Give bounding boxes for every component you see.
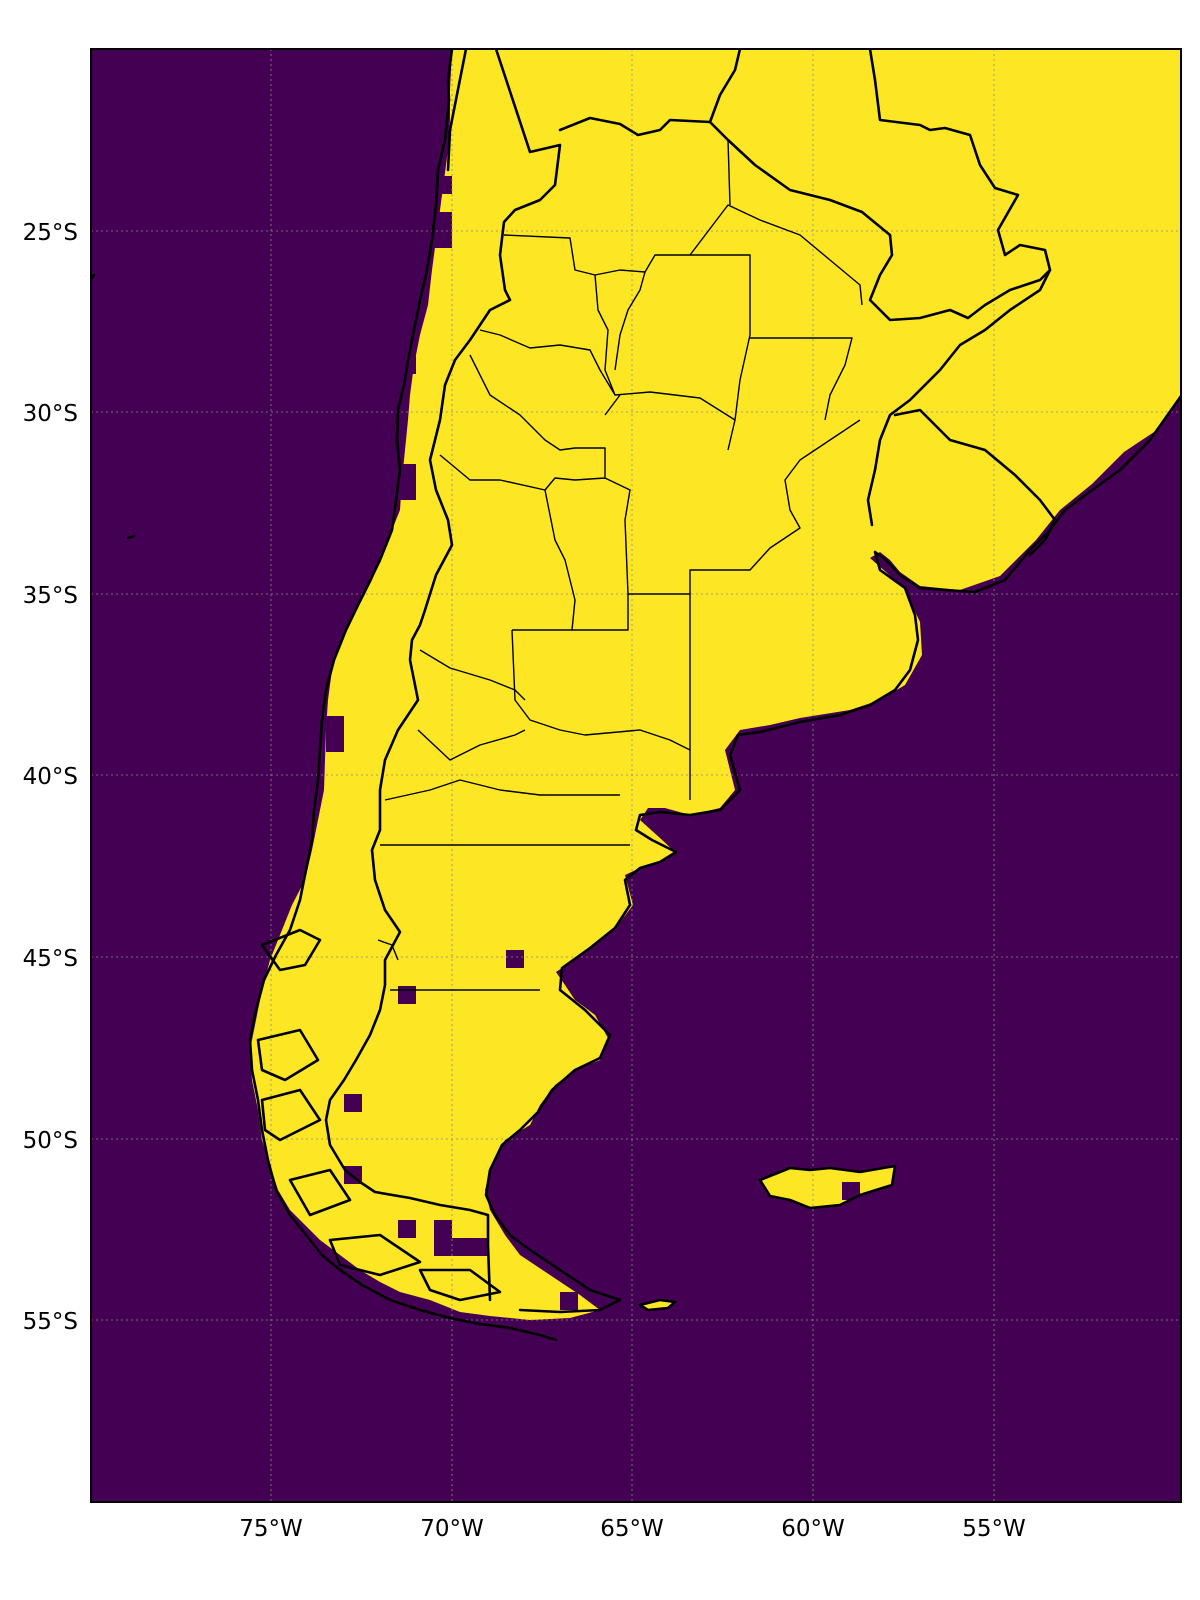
ocean-pixel-falkland [842,1182,860,1200]
y-tick-label-35s: 35°S [23,583,78,609]
x-tick-label-60w: 60°W [781,1516,845,1542]
coastline-malvinas-small [91,273,677,1312]
land-mainland [250,49,1181,1320]
y-tick-label-40s: 40°S [23,764,78,790]
x-tick-label-65w: 65°W [600,1516,664,1542]
provincial-borders [377,139,863,991]
y-tick-label-25s: 25°S [23,220,78,246]
x-tick-label-75w: 75°W [239,1516,303,1542]
coastline-falklands [758,1164,897,1210]
x-tick-labels: 75°W 70°W 65°W 60°W 55°W [239,1516,1026,1542]
y-tick-label-55s: 55°S [23,1309,78,1335]
coastline-archipelago [256,928,502,1302]
national-borders [324,49,1057,1302]
coastline-pacific [248,49,558,1342]
y-tick-label-30s: 30°S [23,401,78,427]
map-frame [90,48,1182,1503]
y-tick-label-50s: 50°S [23,1128,78,1154]
x-tick-label-70w: 70°W [420,1516,484,1542]
y-tick-labels: 25°S 30°S 35°S 40°S 45°S 50°S 55°S [23,220,78,1335]
y-tick-label-45s: 45°S [23,946,78,972]
x-tick-label-55w: 55°W [962,1516,1026,1542]
coastline-atlantic [484,394,1181,1314]
gridlines [91,49,1181,1502]
